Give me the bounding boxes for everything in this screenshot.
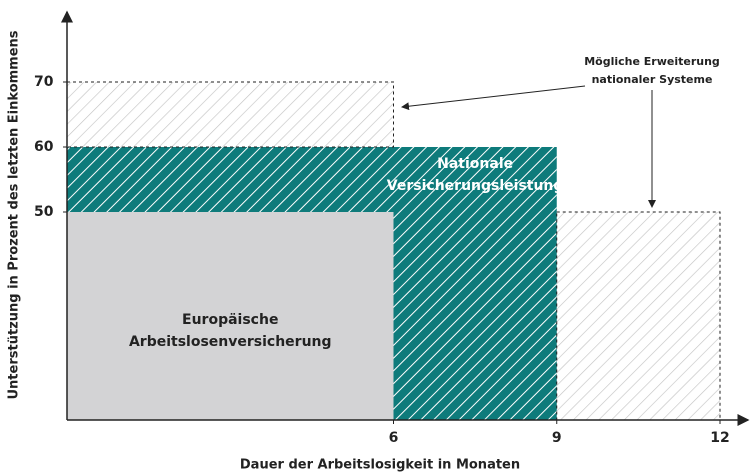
x-tick-label: 6 — [389, 430, 399, 446]
block — [66, 81, 394, 148]
y-axis-title: Unterstützung in Prozent des letzten Ein… — [7, 30, 22, 399]
hatch — [67, 147, 394, 212]
region-label: Europäische — [182, 312, 278, 328]
annotation-arrow — [401, 85, 586, 111]
x-axis-title: Dauer der Arbeitslosigkeit in Monaten — [240, 458, 520, 473]
y-tick-label: 50 — [34, 204, 54, 220]
block — [67, 212, 394, 420]
y-tick-label: 70 — [34, 74, 54, 90]
x-tick-label: 12 — [710, 430, 729, 446]
y-tick-label: 60 — [34, 139, 54, 155]
block — [556, 211, 721, 421]
x-tick-label: 9 — [552, 430, 562, 446]
region-label: Versicherungsleistung — [387, 178, 564, 194]
region-label: Nationale — [437, 156, 513, 172]
annotation: Mögliche Erweiterung — [584, 55, 720, 68]
annotation: nationaler Systeme — [592, 73, 713, 86]
hatch — [393, 147, 557, 420]
region-label: Arbeitslosenversicherung — [129, 334, 332, 350]
